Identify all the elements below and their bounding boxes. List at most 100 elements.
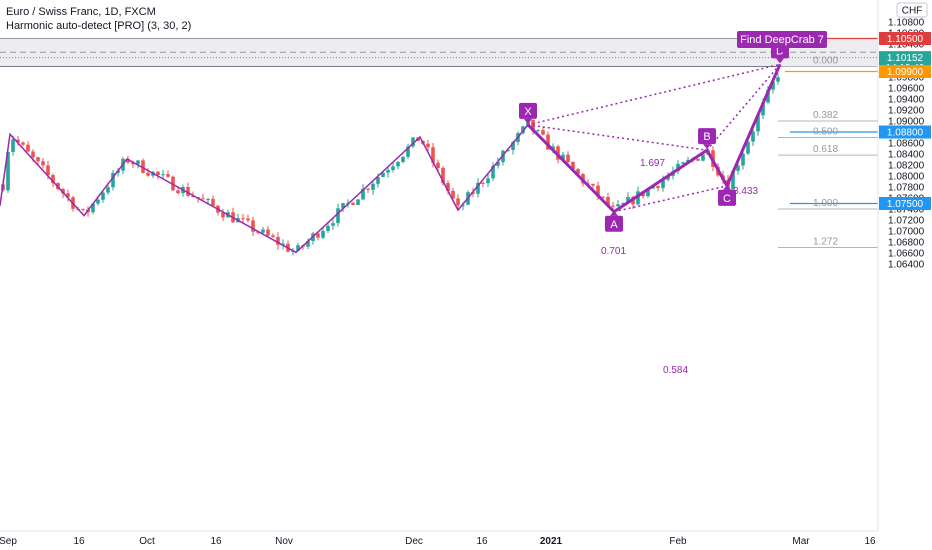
- candle-body: [201, 198, 205, 200]
- candle-body: [451, 190, 455, 199]
- price-tag-label: 1.09900: [887, 67, 924, 78]
- price-tick-label: 1.08200: [888, 161, 925, 172]
- candle-body: [146, 172, 150, 176]
- candle-body: [66, 193, 70, 198]
- candle-body: [51, 175, 55, 184]
- pattern-point-pointer: [776, 58, 784, 64]
- candle-body: [371, 183, 375, 190]
- candle-body: [396, 162, 400, 167]
- price-tag-bg: [879, 125, 931, 139]
- candle-body: [596, 185, 600, 197]
- time-axis-bg: [0, 531, 932, 550]
- candle-body: [771, 81, 775, 90]
- fib-label-1.000: 1.000: [813, 198, 838, 209]
- pattern-point-label: A: [610, 219, 618, 231]
- candle-body: [341, 203, 345, 209]
- time-label-Dec: Dec: [405, 536, 423, 547]
- candle-body: [126, 158, 130, 163]
- candle-body: [521, 126, 525, 134]
- tag-110500: 1.10500: [879, 32, 931, 45]
- ratio-label-3.433: 3.433: [733, 186, 758, 197]
- time-label-Sep: Sep: [0, 536, 17, 547]
- candle-body: [646, 188, 650, 197]
- pattern-point-X[interactable]: X: [519, 102, 537, 124]
- price-tag-bg: [879, 51, 931, 65]
- time-label-16: 16: [73, 536, 85, 547]
- candle-body: [361, 188, 365, 200]
- candle-body: [271, 235, 275, 238]
- price-tag-label: 1.10500: [887, 34, 924, 45]
- candle-body: [591, 183, 595, 186]
- candle-body: [411, 137, 415, 147]
- pattern-leg-XA: [526, 123, 616, 213]
- pattern-point-B[interactable]: B: [698, 128, 716, 150]
- candle-body: [46, 165, 50, 176]
- candle-body: [486, 178, 490, 184]
- candle-body: [171, 176, 175, 191]
- pattern-point-pointer: [723, 184, 731, 190]
- chart-legend: Euro / Swiss Franc, 1D, FXCM Harmonic au…: [6, 5, 191, 33]
- candle-body: [96, 199, 100, 204]
- tag-109900: 1.09900: [879, 65, 931, 78]
- candle-body: [626, 197, 630, 204]
- candle-body: [266, 229, 270, 236]
- ratio-label-0.584: 0.584: [663, 365, 688, 376]
- candle-body: [26, 144, 30, 152]
- pattern-ratio-line-XB: [527, 124, 708, 151]
- candle-body: [766, 89, 770, 103]
- candle-body: [491, 165, 495, 179]
- candle-body: [21, 142, 25, 145]
- candle-body: [576, 169, 580, 175]
- price-tag-label: 1.10152: [887, 53, 924, 64]
- tag-108800: 1.08800: [879, 125, 931, 139]
- candle-body: [761, 102, 765, 116]
- fib-label-0.618: 0.618: [813, 144, 838, 155]
- candle-body: [191, 195, 195, 197]
- candle-body: [106, 187, 110, 193]
- candle-body: [616, 204, 620, 207]
- time-label-Mar: Mar: [792, 536, 810, 547]
- candle-body: [431, 147, 435, 163]
- pattern-name-box: [737, 31, 827, 48]
- pattern-point-A[interactable]: A: [605, 210, 623, 232]
- price-tick-label: 1.06400: [888, 260, 925, 271]
- candle-body: [546, 134, 550, 150]
- candle-body: [136, 160, 140, 165]
- candle-body: [511, 142, 515, 151]
- pattern-point-pointer: [524, 118, 532, 124]
- price-tag-label: 1.08800: [887, 128, 924, 139]
- price-tick-label: 1.09000: [888, 117, 925, 128]
- ratio-label-0.701: 0.701: [601, 246, 626, 257]
- indicator-title[interactable]: Harmonic auto-detect [PRO] (3, 30, 2): [6, 20, 192, 32]
- price-tag-bg: [879, 32, 931, 45]
- candle-body: [701, 154, 705, 161]
- candle-body: [31, 151, 35, 158]
- candle-body: [81, 208, 85, 210]
- fib-label-0.382: 0.382: [813, 110, 838, 121]
- candle-body: [161, 174, 165, 176]
- candle-body: [456, 198, 460, 206]
- candle-body: [566, 154, 570, 162]
- candle-body: [376, 177, 380, 184]
- pattern-point-C[interactable]: C: [718, 184, 736, 206]
- currency-label: CHF: [902, 6, 923, 17]
- price-tick-label: 1.06800: [888, 238, 925, 249]
- candle-body: [111, 173, 115, 188]
- pattern-point-box: [698, 128, 716, 145]
- pattern-name-badge[interactable]: Find DeepCrab 7: [737, 31, 827, 53]
- price-tick-label: 1.07200: [888, 216, 925, 227]
- price-tick-label: 1.09600: [888, 84, 925, 95]
- candle-body: [561, 154, 565, 160]
- candle-body: [656, 186, 660, 189]
- candle-body: [556, 146, 560, 160]
- candle-body: [571, 161, 575, 170]
- candle-body: [676, 163, 680, 172]
- candle-body: [356, 199, 360, 205]
- pattern-point-label: B: [703, 131, 710, 143]
- candle-body: [61, 189, 65, 194]
- candle-body: [746, 141, 750, 154]
- symbol-title[interactable]: Euro / Swiss Franc, 1D, FXCM: [6, 6, 156, 18]
- price-tick-label: 1.07000: [888, 227, 925, 238]
